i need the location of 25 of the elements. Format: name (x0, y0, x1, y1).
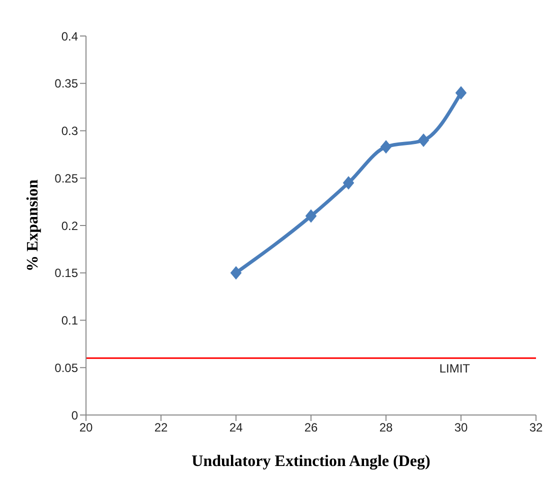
x-tick-label: 28 (379, 420, 393, 435)
point (306, 210, 316, 223)
point (230, 266, 242, 280)
x-tick-label: 32 (529, 420, 543, 435)
y-tick-label: 0.35 (54, 76, 78, 91)
y-tick-label: 0.3 (61, 124, 78, 138)
point (456, 86, 466, 100)
ref-line-label: LIMIT (439, 362, 471, 376)
y-tick-label: 0.05 (54, 360, 78, 375)
point (380, 140, 392, 154)
x-tick-label: 24 (229, 420, 243, 435)
y-tick-label: 0 (71, 408, 78, 422)
x-tick-label: 22 (154, 420, 168, 435)
y-tick-label: 0.2 (61, 218, 78, 233)
point (343, 176, 354, 190)
y-tick-label: 0.15 (54, 266, 78, 280)
point (418, 134, 429, 147)
x-tick-label: 20 (79, 420, 93, 435)
x-axis-title: Undulatory Extinction Angle (Deg) (192, 453, 430, 470)
x-tick-label: 26 (304, 420, 318, 435)
y-tick-label: 0.25 (54, 171, 78, 186)
x-tick-label: 30 (454, 420, 468, 435)
y-tick-label: 0.1 (61, 314, 78, 328)
y-axis-title: % Expansion (24, 179, 42, 272)
y-tick-label: 0.4 (61, 29, 78, 44)
